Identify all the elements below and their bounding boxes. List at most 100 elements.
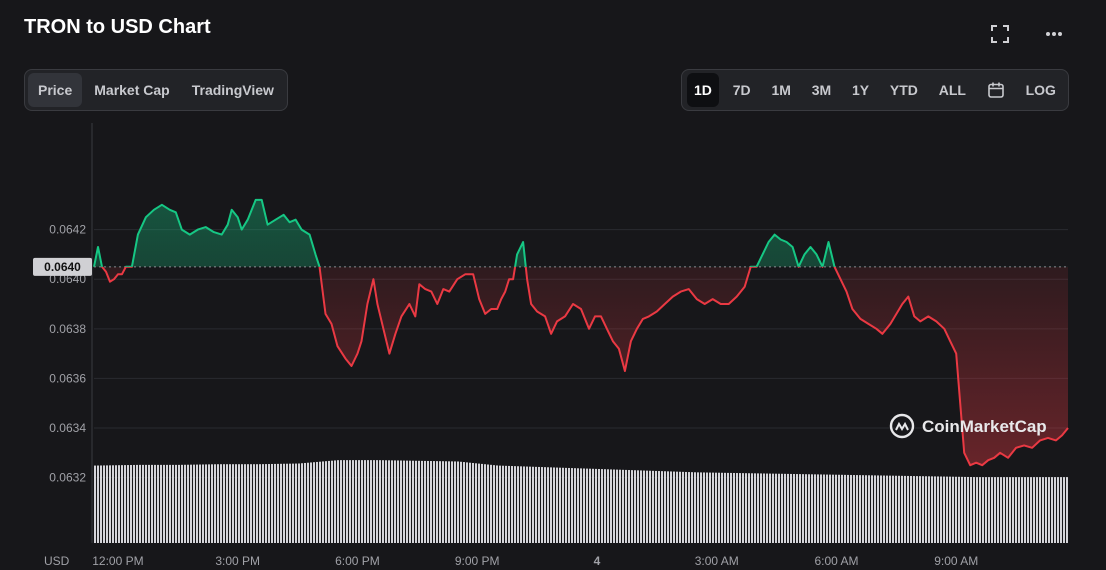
volume-bar	[298, 463, 300, 543]
x-tick-label: 9:00 AM	[934, 554, 978, 568]
range-1d[interactable]: 1D	[687, 73, 719, 107]
volume-bar	[394, 460, 396, 543]
x-tick-label: 6:00 AM	[814, 554, 858, 568]
calendar-icon[interactable]	[980, 73, 1012, 107]
volume-bar	[268, 464, 270, 543]
volume-bar	[934, 476, 936, 543]
y-tick-label: 0.0636	[49, 371, 86, 385]
volume-bar	[787, 473, 789, 543]
volume-bar	[820, 474, 822, 543]
volume-bar	[754, 473, 756, 543]
log-scale-toggle[interactable]: LOG	[1025, 82, 1056, 98]
volume-bar	[133, 464, 135, 543]
range-7d[interactable]: 7D	[732, 82, 751, 98]
volume-bar	[514, 466, 516, 543]
volume-bar	[835, 474, 837, 543]
range-tab-group: 1D 7D 1M 3M 1Y YTD ALL LOG	[681, 69, 1069, 111]
range-all[interactable]: ALL	[938, 82, 966, 98]
range-ytd[interactable]: YTD	[889, 82, 918, 98]
tab-market-cap[interactable]: Market Cap	[94, 82, 170, 98]
volume-bar	[574, 468, 576, 543]
volume-bar	[457, 461, 459, 543]
volume-bar	[601, 469, 603, 543]
volume-bar	[193, 464, 195, 543]
volume-bar	[1015, 477, 1017, 543]
tab-tradingview[interactable]: TradingView	[191, 82, 274, 98]
volume-bar	[673, 471, 675, 543]
volume-bar	[715, 472, 717, 543]
volume-bar	[274, 463, 276, 543]
volume-bar	[928, 476, 930, 543]
volume-bar	[280, 463, 282, 543]
volume-bar	[937, 476, 939, 543]
volume-bar	[112, 465, 114, 543]
volume-bar	[610, 469, 612, 543]
volume-bar	[628, 470, 630, 543]
coinmarketcap-logo: CoinMarketCap	[889, 413, 1047, 439]
volume-bar	[358, 460, 360, 543]
price-line-below	[94, 266, 1069, 467]
volume-bar	[256, 464, 258, 543]
volume-bar	[496, 465, 498, 543]
volume-bar	[955, 476, 957, 543]
volume-bar	[169, 464, 171, 543]
fullscreen-icon[interactable]	[988, 22, 1012, 46]
volume-bar	[334, 460, 336, 543]
volume-bar	[1030, 477, 1032, 543]
volume-bar	[115, 465, 117, 543]
volume-bar	[1060, 477, 1062, 543]
volume-bar	[1018, 477, 1020, 543]
volume-bar	[286, 463, 288, 543]
range-1y[interactable]: 1Y	[851, 82, 870, 98]
volume-bar	[517, 466, 519, 543]
area-fills	[94, 199, 1068, 466]
volume-bar	[532, 466, 534, 543]
volume-bar	[100, 465, 102, 543]
volume-bar	[397, 460, 399, 543]
more-icon[interactable]	[1042, 22, 1066, 46]
volume-bar	[919, 476, 921, 543]
volume-bars	[94, 460, 1068, 543]
volume-bar	[127, 465, 129, 543]
volume-bar	[109, 465, 111, 543]
volume-bar	[556, 467, 558, 543]
volume-bar	[454, 461, 456, 543]
volume-bar	[241, 464, 243, 543]
range-3m[interactable]: 3M	[811, 82, 832, 98]
y-tick-label: 0.0634	[49, 421, 86, 435]
volume-bar	[436, 461, 438, 543]
volume-bar	[838, 474, 840, 543]
volume-bar	[964, 476, 966, 543]
volume-bar	[460, 461, 462, 543]
area-fill-below	[102, 266, 1068, 466]
volume-bar	[565, 467, 567, 543]
range-1m[interactable]: 1M	[771, 82, 791, 98]
volume-bar	[901, 475, 903, 543]
volume-bar	[97, 465, 99, 543]
volume-bar	[967, 476, 969, 543]
view-tab-group: Price Market Cap TradingView	[24, 69, 288, 111]
tab-price[interactable]: Price	[28, 73, 83, 107]
volume-bar	[733, 472, 735, 543]
volume-bar	[814, 474, 816, 543]
volume-bar	[886, 475, 888, 543]
volume-bar	[910, 475, 912, 543]
volume-bar	[289, 463, 291, 543]
volume-bar	[361, 460, 363, 543]
volume-bar	[424, 460, 426, 543]
volume-bar	[319, 461, 321, 543]
volume-bar	[262, 464, 264, 543]
volume-bar	[238, 464, 240, 543]
volume-bar	[448, 461, 450, 543]
volume-bar	[784, 473, 786, 543]
x-tick-label: 6:00 PM	[335, 554, 380, 568]
volume-bar	[859, 475, 861, 543]
volume-bar	[415, 460, 417, 543]
volume-bar	[766, 473, 768, 543]
volume-bar	[649, 470, 651, 543]
volume-bar	[277, 463, 279, 543]
volume-bar	[325, 461, 327, 543]
volume-bar	[916, 476, 918, 543]
volume-bar	[187, 464, 189, 543]
